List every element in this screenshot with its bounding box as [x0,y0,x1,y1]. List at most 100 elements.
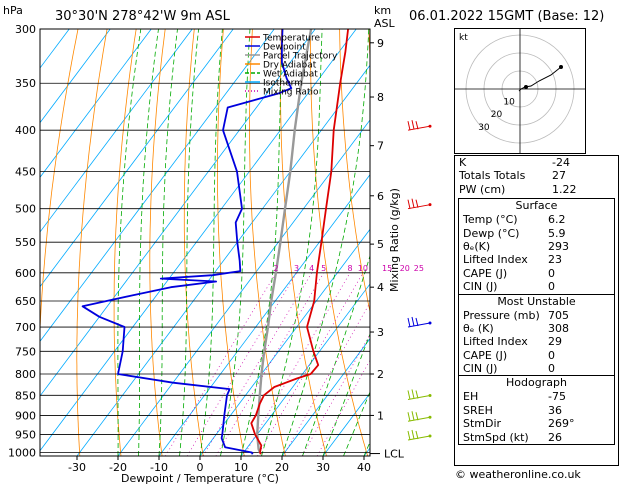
index-key: K [459,156,467,169]
lcl-label: LCL [384,448,405,461]
x-tick-label: 30 [316,461,330,474]
hodograph-stat-key: EH [463,390,479,404]
hodograph-stat-value: 269° [548,417,575,431]
isotherm-line [40,29,193,233]
surface-key: Lifted Index [463,253,528,267]
pressure-tick-label: 350 [15,77,36,90]
x-tick-label: -10 [150,461,168,474]
wind-barb [407,198,432,210]
index-row: Totals Totals 27 [455,169,618,182]
hodograph-stat-value: -75 [548,390,566,404]
pressure-tick-label: 300 [15,23,36,36]
most-unstable-row: CAPE (J) 0 [459,349,614,362]
pressure-tick-label: 600 [15,267,36,280]
temperature-line [250,29,349,455]
wind-barb [407,389,432,400]
x-tick-label: -20 [109,461,127,474]
x-tick-label: -30 [68,461,86,474]
legend-label: Dewpoint [263,43,306,53]
mixing-ratio-label: 5 [321,264,326,273]
hodograph-trace [518,66,562,92]
pressure-tick-label: 650 [15,295,36,308]
index-value: -24 [552,156,570,169]
pressure-tick-label: 500 [15,203,36,216]
km-tick-label: 1 [377,409,384,422]
surface-row: CIN (J) 0 [459,280,614,293]
hodograph-stat-row: StmSpd (kt) 26 [459,431,614,444]
index-row: PW (cm) 1.22 [455,183,618,196]
most-unstable-key: CAPE (J) [463,348,508,362]
isotherm-line [40,29,152,178]
x-tick-label: 20 [275,461,289,474]
mixing-ratio-label: 10 [358,264,368,273]
pressure-unit: hPa [3,4,23,17]
most-unstable-row: Lifted Index 29 [459,335,614,348]
hodograph-stat-key: StmDir [463,417,502,431]
km-unit: km [374,4,391,17]
copyright-footer: © weatheronline.co.uk [455,468,581,481]
wet-adiabat-line [261,29,323,456]
most-unstable-key: Lifted Index [463,335,528,349]
hodograph-panel: kt 10 20 30 [454,28,586,154]
hodograph-ring-label: 10 [503,98,515,108]
dry-adiabat-line [339,29,370,314]
legend-label: Wet Adiabat [263,70,318,80]
index-value: 27 [552,169,566,183]
most-unstable-row: Pressure (mb) 705 [459,309,614,322]
legend-label: Isotherm [263,79,303,89]
surface-value: 0 [548,280,555,294]
wind-barb [407,120,432,131]
pressure-tick-label: 1000 [8,446,36,459]
hodograph-stat-value: 36 [548,403,562,417]
hodograph-stats-section: Hodograph EH -75 SREH 36 StmDir 269° StmSpd (k… [458,375,615,446]
asl-unit: ASL [374,17,396,30]
legend-label: Parcel Trajectory [263,52,338,62]
mixing-ratio-line [215,272,325,456]
most-unstable-value: 0 [548,362,555,376]
isotherm-line [281,338,370,456]
hodograph-end-dot [559,65,563,69]
index-row: K -24 [455,156,618,169]
hodograph-stat-key: StmSpd (kt) [463,430,529,444]
mixing-ratio-line [243,272,351,456]
surface-row: Temp (°C) 6.2 [459,213,614,226]
wet-adiabat-line [138,29,159,456]
legend-label: Temperature [262,34,320,44]
wind-barbs [407,120,432,441]
wet-adiabat-line [240,29,284,456]
km-tick-label: 9 [377,37,384,50]
most-unstable-section: Most Unstable Pressure (mb) 705 θₑ (K) 308 L… [458,293,615,376]
surface-key: Dewp (°C) [463,226,520,240]
surface-title: Surface [515,199,558,213]
most-unstable-key: Pressure (mb) [463,308,540,322]
surface-list: Temp (°C) 6.2 Dewp (°C) 5.9 θₑ(K) 293 Lifted I… [459,213,614,293]
km-tick-label: 8 [377,91,384,104]
plot-frame [39,28,371,457]
hodograph-stat-value: 26 [548,430,562,444]
mixing-ratio-label: 15 [382,264,392,273]
mixing-ratio-line [282,302,370,456]
x-tick-label: 10 [234,461,248,474]
pressure-tick-label: 700 [15,321,36,334]
pressure-tick-label: 400 [15,124,36,137]
surface-value: 6.2 [548,213,566,227]
surface-value: 0 [548,266,555,280]
pressure-tick-label: 950 [15,428,36,441]
dry-adiabat-line [40,29,79,340]
surface-section: Surface Temp (°C) 6.2 Dewp (°C) 5.9 θₑ(K) 293… [458,198,615,294]
hodograph-ring-label: 30 [478,123,490,133]
index-value: 1.22 [552,182,577,196]
km-tick-label: 4 [377,281,384,294]
hodograph-stats-title: Hodograph [506,376,567,390]
pressure-tick-label: 750 [15,345,36,358]
hodograph-ring-label: 20 [491,110,503,120]
most-unstable-list: Pressure (mb) 705 θₑ (K) 308 Lifted Index 29 C… [459,309,614,376]
legend-label: Mixing Ratio [263,88,319,98]
mixing-ratio-line [202,272,312,456]
most-unstable-key: θₑ (K) [463,321,494,335]
km-tick-label: 6 [377,190,384,203]
surface-value: 293 [548,239,569,253]
km-tick-label: 2 [377,368,384,381]
surface-row: θₑ(K) 293 [459,240,614,253]
dewpoint-line [81,29,293,455]
